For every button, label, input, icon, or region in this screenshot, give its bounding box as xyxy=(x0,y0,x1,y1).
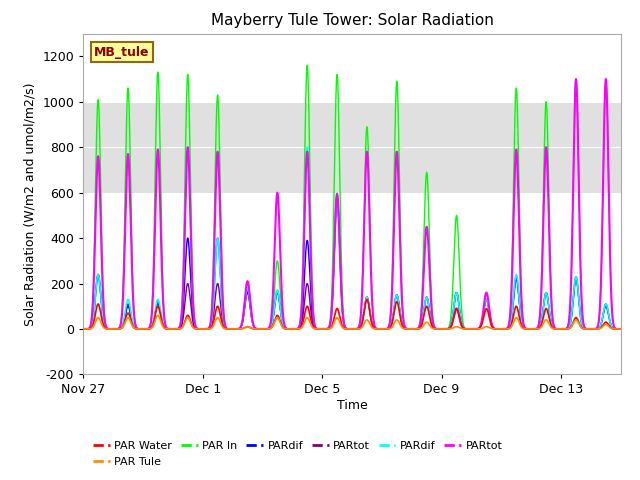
Text: MB_tule: MB_tule xyxy=(94,46,150,59)
Title: Mayberry Tule Tower: Solar Radiation: Mayberry Tule Tower: Solar Radiation xyxy=(211,13,493,28)
Legend: PAR Water, PAR Tule, PAR In, PARdif, PARtot, PARdif, PARtot: PAR Water, PAR Tule, PAR In, PARdif, PAR… xyxy=(89,437,507,471)
Y-axis label: Solar Radiation (W/m2 and umol/m2/s): Solar Radiation (W/m2 and umol/m2/s) xyxy=(24,82,36,326)
X-axis label: Time: Time xyxy=(337,399,367,412)
Bar xyxy=(83,102,621,192)
